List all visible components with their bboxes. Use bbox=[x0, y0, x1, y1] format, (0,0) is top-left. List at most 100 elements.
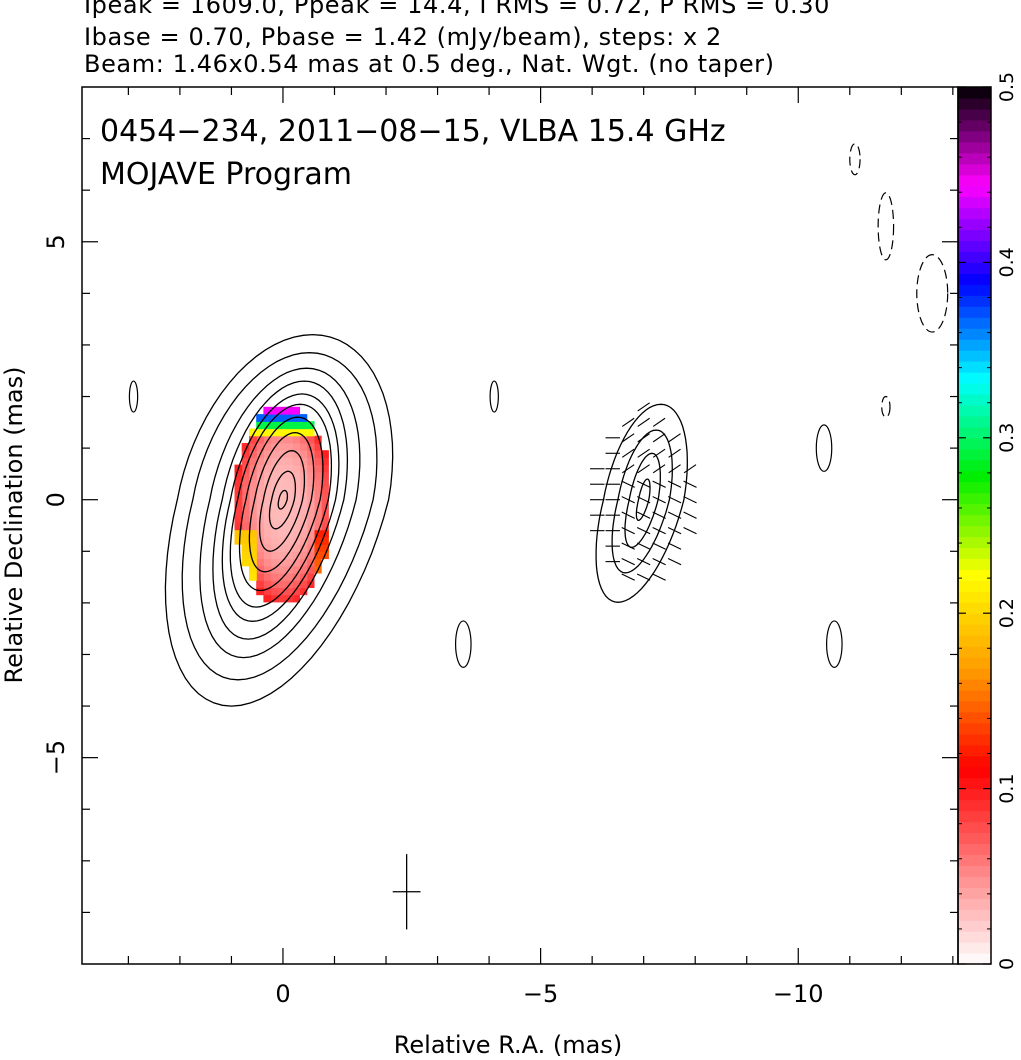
pol-pixel bbox=[313, 500, 322, 509]
pol-pixel bbox=[321, 536, 329, 545]
pol-pixel bbox=[292, 544, 300, 552]
colorbar-band bbox=[958, 251, 991, 263]
pol-pixel bbox=[241, 493, 250, 502]
pol-pixel bbox=[270, 450, 279, 458]
colorbar-band bbox=[958, 404, 991, 417]
pol-pixel bbox=[241, 522, 250, 531]
pol-pixel bbox=[285, 414, 293, 422]
pol-pixel bbox=[277, 594, 286, 603]
pol-pixel bbox=[306, 450, 315, 458]
pol-pixel bbox=[277, 515, 286, 523]
pol-pixel bbox=[263, 536, 272, 545]
pol-pixel bbox=[306, 471, 315, 480]
pol-pixel bbox=[241, 536, 250, 545]
colorbar-band bbox=[958, 262, 991, 274]
pol-pixel bbox=[285, 573, 293, 581]
pol-pixel bbox=[277, 580, 286, 588]
evpa-vector bbox=[637, 417, 650, 427]
pol-pixel bbox=[313, 551, 322, 560]
colorbar-band bbox=[958, 481, 991, 494]
colorbar-band bbox=[958, 613, 991, 625]
colorbar-band bbox=[958, 942, 991, 954]
pol-pixel bbox=[292, 551, 300, 560]
colorbar-band bbox=[958, 909, 991, 921]
pol-pixel bbox=[241, 486, 250, 495]
pol-pixel bbox=[263, 565, 272, 574]
pol-pixel bbox=[249, 536, 257, 545]
colorbar-band bbox=[958, 339, 991, 351]
pol-pixel bbox=[256, 580, 264, 588]
negative-contour bbox=[877, 192, 895, 261]
pol-pixel bbox=[306, 479, 315, 487]
pol-pixel bbox=[270, 594, 279, 603]
colorbar-tick-label: 0.2 bbox=[996, 598, 1018, 628]
pol-pixel bbox=[285, 522, 293, 531]
isolated-contour bbox=[825, 620, 843, 668]
colorbar-band bbox=[958, 185, 991, 198]
evpa-vector bbox=[621, 496, 635, 504]
pol-pixel bbox=[292, 508, 300, 516]
pol-pixel bbox=[299, 479, 308, 487]
pol-pixel bbox=[263, 486, 272, 495]
colorbar-band bbox=[958, 273, 991, 285]
isolated-contour bbox=[489, 380, 499, 413]
evpa-vector bbox=[652, 496, 666, 504]
evpa-vector bbox=[621, 542, 635, 550]
beam-marker bbox=[392, 854, 421, 930]
colorbar-band bbox=[958, 130, 991, 143]
pol-pixel bbox=[249, 493, 257, 502]
contour-level bbox=[164, 333, 394, 707]
y-tick-label: 5 bbox=[42, 234, 70, 249]
pol-pixel bbox=[285, 464, 293, 473]
pol-pixel bbox=[249, 443, 257, 451]
evpa-vector bbox=[683, 464, 697, 474]
colorbar-band bbox=[958, 887, 991, 899]
pol-pixel bbox=[285, 450, 293, 458]
evpa-vector bbox=[652, 464, 666, 474]
pol-pixel bbox=[313, 536, 322, 545]
pol-pixel bbox=[321, 493, 329, 502]
contour-level bbox=[229, 403, 333, 608]
pol-pixel bbox=[270, 428, 279, 437]
pol-pixel bbox=[292, 558, 300, 567]
pol-pixel bbox=[306, 558, 315, 567]
colorbar-band bbox=[958, 635, 991, 647]
pol-pixel bbox=[256, 457, 264, 466]
pol-pixel bbox=[263, 551, 272, 560]
pol-pixel bbox=[285, 435, 293, 444]
pol-pixel bbox=[249, 464, 257, 473]
pol-pixel bbox=[299, 435, 308, 444]
pol-pixel bbox=[234, 500, 243, 509]
pol-pixel bbox=[270, 536, 279, 545]
pol-pixel bbox=[270, 515, 279, 523]
pol-pixel bbox=[270, 587, 279, 596]
pol-pixel bbox=[277, 450, 286, 458]
pol-pixel bbox=[277, 551, 286, 560]
evpa-vector bbox=[652, 417, 666, 427]
contour-level bbox=[277, 489, 289, 510]
pol-pixel bbox=[292, 594, 300, 603]
plot-frame bbox=[81, 86, 959, 965]
map-subtitle: MOJAVE Program bbox=[100, 157, 352, 192]
pol-pixel bbox=[249, 573, 257, 581]
colorbar-band bbox=[958, 865, 991, 877]
pol-pixel bbox=[277, 479, 286, 487]
isolated-contour bbox=[128, 380, 139, 413]
evpa-vector bbox=[636, 557, 651, 566]
pol-pixel bbox=[256, 486, 264, 495]
pol-pixel bbox=[285, 479, 293, 487]
colorbar-band bbox=[958, 755, 991, 768]
pol-pixel bbox=[263, 414, 272, 422]
evpa-vector bbox=[652, 557, 666, 566]
pol-pixel bbox=[306, 551, 315, 560]
polarization-fraction-pixels bbox=[234, 406, 329, 603]
pol-pixel bbox=[277, 486, 286, 495]
pol-pixel bbox=[263, 573, 272, 581]
pol-pixel bbox=[241, 471, 250, 480]
pol-pixel bbox=[234, 529, 243, 538]
pol-pixel bbox=[256, 565, 264, 574]
pol-pixel bbox=[292, 565, 300, 574]
pol-pixel bbox=[256, 558, 264, 567]
pol-pixel bbox=[249, 515, 257, 523]
